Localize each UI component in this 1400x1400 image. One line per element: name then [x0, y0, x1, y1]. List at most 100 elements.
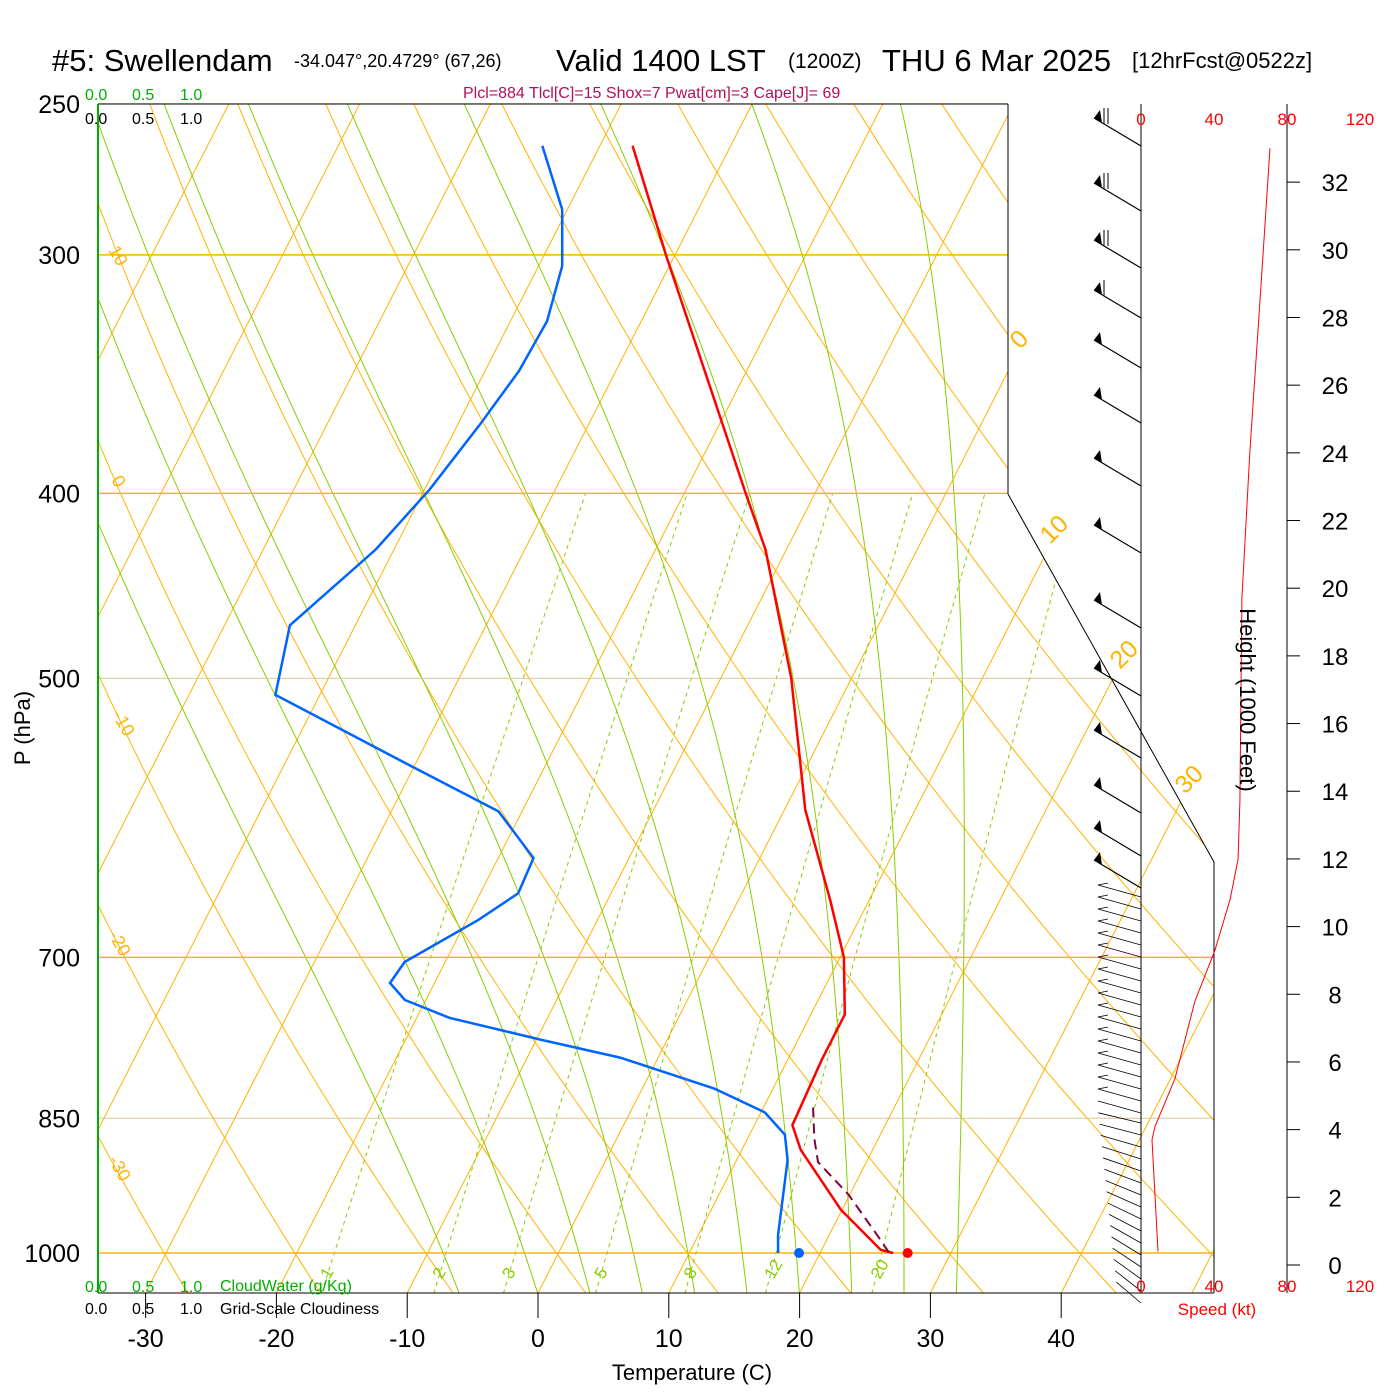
- temperature-tick-label: 30: [916, 1325, 944, 1353]
- wind-barb-staff: [1105, 1180, 1142, 1196]
- dry-adiabat-line: [1368, 87, 1400, 1301]
- wind-barb-flag: [1097, 1038, 1109, 1042]
- pressure-tick-label: 250: [38, 91, 80, 119]
- utc-time: (1200Z): [788, 50, 862, 73]
- wind-barb-staff: [1114, 1270, 1142, 1292]
- right-isotherm-label: 10: [1034, 510, 1073, 549]
- dry-adiabat-line: [142, 104, 859, 1293]
- height-tick-label: 8: [1328, 982, 1341, 1009]
- valid-date: THU 6 Mar 2025: [882, 43, 1111, 78]
- wind-barb-pennant: [1094, 450, 1102, 463]
- wind-barb-staff: [1102, 1157, 1142, 1172]
- dry-adiabat-line: [755, 104, 1214, 1293]
- mixing-ratio-line: [433, 493, 688, 1293]
- right-isotherm-label: 20: [1104, 635, 1143, 674]
- height-tick-label: 14: [1322, 779, 1349, 806]
- height-axis-title: Height (1000 Feet): [1235, 608, 1260, 791]
- height-tick-label: 26: [1322, 373, 1349, 400]
- speed-tick-top: 40: [1205, 110, 1224, 129]
- isotherm-line: [144, 104, 770, 1293]
- isotherm-line: [798, 104, 1214, 1293]
- station-title: #5: Swellendam: [52, 43, 273, 78]
- height-tick-label: 30: [1322, 238, 1349, 265]
- wind-barb-flag: [1097, 1074, 1109, 1078]
- dry-adiabat-line: [1192, 104, 1214, 1293]
- left-isotherm-label: -10: [109, 707, 139, 740]
- height-tick-label: 20: [1322, 576, 1349, 603]
- wind-barb-pennant: [1094, 820, 1102, 833]
- mixing-ratio-label: 2: [429, 1264, 450, 1282]
- isotherm-line: [1060, 104, 1214, 1293]
- dry-adiabat-line: [667, 104, 1214, 1293]
- height-tick-label: 12: [1322, 847, 1349, 874]
- wind-barb-staff: [1097, 1016, 1142, 1030]
- moist-adiabat-line: [899, 104, 965, 1293]
- dry-adiabat-line: [98, 104, 593, 1293]
- wind-barb-staff: [1112, 1247, 1142, 1268]
- temperature-tick-label: 40: [1047, 1325, 1075, 1353]
- dry-adiabat-line: [98, 104, 194, 1293]
- wind-barb-staff: [1113, 1259, 1142, 1280]
- mixing-ratio-label: 5: [591, 1264, 612, 1282]
- wind-barb-pennant: [1094, 175, 1102, 188]
- forecast-info: [12hrFcst@0522z]: [1132, 48, 1312, 73]
- wind-barb-staff: [1097, 1028, 1142, 1042]
- station-coords: -34.047°,20.4729° (67,26): [294, 51, 502, 71]
- temperature-line: [631, 145, 894, 1255]
- temperature-tick-label: -20: [258, 1325, 294, 1353]
- wind-barb-flag: [1097, 1002, 1109, 1006]
- wind-barb-pennant: [1094, 282, 1102, 295]
- mixing-ratio-label: 12: [761, 1256, 787, 1282]
- dry-adiabat-line: [1017, 104, 1214, 1293]
- wind-barb-staff: [1097, 980, 1142, 994]
- moist-adiabat-line: [346, 104, 748, 1293]
- dry-adiabat-line: [98, 104, 460, 1293]
- isotherm-line: [98, 104, 247, 1293]
- wind-barb-staff: [1104, 1168, 1142, 1184]
- wind-barb-staff: [1097, 1100, 1142, 1114]
- dry-adiabat-line: [230, 104, 992, 1293]
- pressure-tick-label: 400: [38, 480, 80, 508]
- mixing-ratio-label: 20: [867, 1256, 893, 1282]
- dry-adiabat-line: [98, 104, 327, 1293]
- wind-barb-staff: [1097, 956, 1142, 970]
- wind-barb-flag: [1097, 882, 1109, 886]
- dry-adiabat-line: [405, 104, 1214, 1293]
- cloudiness-scale-1: 1.0: [180, 111, 202, 128]
- isotherm-line: [98, 104, 509, 1293]
- y-axis-title: P (hPa): [10, 691, 35, 765]
- cloud-scale-0: 0.0: [85, 87, 107, 104]
- surface-temperature-point: [902, 1248, 913, 1258]
- wind-barb-staff: [1097, 932, 1142, 946]
- mixing-ratio-line: [502, 493, 751, 1293]
- temperature-tick-label: -30: [128, 1325, 164, 1353]
- height-tick-label: 22: [1322, 509, 1349, 536]
- speed-axis-title: Speed (kt): [1178, 1300, 1256, 1319]
- stability-indices: Plcl=884 Tlcl[C]=15 Shox=7 Pwat[cm]=3 Ca…: [463, 85, 840, 102]
- isotherm-line: [406, 104, 1032, 1293]
- wind-barb-staff: [1107, 1202, 1142, 1220]
- plot-border-right: [1007, 104, 1215, 1293]
- dry-adiabat-line: [580, 104, 1214, 1293]
- isotherm-line: [98, 104, 640, 1293]
- wind-barb-flag: [1097, 942, 1109, 946]
- moist-adiabat-line: [98, 104, 591, 1293]
- wind-barb-staff: [1101, 1146, 1142, 1160]
- wind-barb-flag: [1097, 894, 1109, 898]
- pressure-tick-label: 500: [38, 665, 80, 693]
- wind-barb-staff: [1097, 1052, 1142, 1066]
- isotherm-line: [98, 104, 378, 1293]
- dry-adiabat-line: [842, 104, 1214, 1293]
- temperature-tick-label: 20: [786, 1325, 814, 1353]
- speed-tick-top: 0: [1136, 110, 1145, 129]
- wind-barb-pennant: [1094, 387, 1102, 400]
- wind-barb-staff: [1106, 1191, 1142, 1208]
- wind-barb-flag: [1097, 1014, 1109, 1018]
- wind-barb-flag: [1097, 954, 1109, 958]
- parcel-line: [812, 1107, 891, 1254]
- moist-adiabat-line: [98, 104, 460, 1293]
- wind-barb-pennant: [1094, 852, 1102, 865]
- wind-barb-flag: [1097, 906, 1109, 910]
- wind-barb-staff: [1097, 1088, 1142, 1102]
